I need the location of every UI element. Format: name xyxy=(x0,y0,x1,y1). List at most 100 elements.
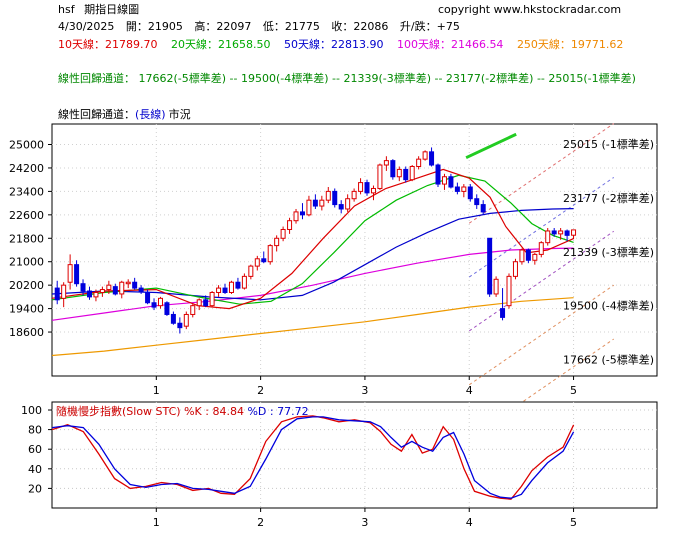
candle-body xyxy=(396,168,402,178)
candle-body xyxy=(125,281,131,285)
price-panel: 18600 19400 20200 21000 21800 22600 23400 24200… xyxy=(9,123,658,440)
candle-body xyxy=(448,176,454,188)
chart-title-row: hsf 期指日線圖 xyxy=(58,3,139,16)
candle-body xyxy=(487,237,493,295)
candle-body xyxy=(377,164,383,189)
price-x-tick-label: 4 xyxy=(466,384,473,397)
candle-body xyxy=(203,299,209,307)
candle-body xyxy=(519,249,525,263)
candle-body xyxy=(545,230,551,244)
candle-body xyxy=(500,308,506,318)
candle-body xyxy=(86,290,92,298)
candle-body xyxy=(287,220,293,230)
open-label: 開：21905 xyxy=(125,20,183,33)
candle-body xyxy=(235,281,241,289)
candle-body xyxy=(306,199,312,216)
candle-body xyxy=(274,237,280,247)
candle-body xyxy=(293,211,299,222)
close-label: 收：22086 xyxy=(331,20,389,33)
ma10-line xyxy=(51,168,574,310)
candle-body xyxy=(390,160,396,178)
candle-body xyxy=(564,230,570,236)
candle-body xyxy=(538,242,544,255)
candle-body xyxy=(370,187,376,194)
slow-d-line xyxy=(51,416,575,499)
candle-body xyxy=(222,287,228,293)
stc-legend: 隨機慢步指數(Slow STC) %K : 84.84 %D : 77.72 xyxy=(56,404,309,418)
candle-body xyxy=(429,151,435,166)
stc-x-tick-label: 5 xyxy=(570,516,577,529)
candle-body xyxy=(525,249,531,261)
channel-label: 25015 (-1標準差) xyxy=(563,137,654,151)
candle-body xyxy=(512,261,518,277)
channel-title-prefix: 線性回歸通道： xyxy=(58,108,135,121)
candle-body xyxy=(493,278,499,295)
channel-label: 23177 (-2標準差) xyxy=(563,191,654,205)
candle-body xyxy=(209,291,215,307)
price-y-tick-label: 23400 xyxy=(9,185,44,198)
candle-body xyxy=(403,168,409,181)
channel-line xyxy=(468,284,615,386)
channel-label: 21339 (-3標準差) xyxy=(563,245,654,259)
candle-body xyxy=(74,264,80,285)
candle-body xyxy=(112,286,118,295)
price-y-tick-label: 21000 xyxy=(9,256,44,269)
candle-body xyxy=(435,164,441,185)
candle-body xyxy=(571,229,577,236)
candle-body xyxy=(99,289,105,293)
candle-body xyxy=(345,198,351,210)
candle-body xyxy=(228,281,234,293)
candle-body xyxy=(151,302,157,308)
stc-x-tick-label: 3 xyxy=(361,516,368,529)
candle-body xyxy=(461,186,467,192)
channel-title-long: (長線) xyxy=(135,108,166,121)
candle-body xyxy=(454,186,460,192)
ma50-line xyxy=(51,208,574,301)
candle-body xyxy=(364,182,370,194)
candle-body xyxy=(422,151,428,160)
stc-panel: 20 40 60 80 100 1 2 3 4 5 隨機慢步指數(Slow STC) %K : 84… xyxy=(21,401,658,529)
candle-body xyxy=(196,299,202,307)
candle-body xyxy=(319,199,325,207)
candle-body xyxy=(119,281,125,295)
candle-body xyxy=(551,230,557,235)
candle-body xyxy=(467,186,473,200)
ma250-line xyxy=(51,297,574,357)
candle-body xyxy=(93,291,99,298)
candle-body xyxy=(67,264,73,283)
channel-line xyxy=(468,338,615,440)
candle-body xyxy=(351,190,357,200)
candle-body xyxy=(441,176,447,185)
price-x-tick-label: 3 xyxy=(361,384,368,397)
candle-body xyxy=(164,302,170,315)
channel-summary: 線性回歸通道： 17662(-5標準差) -- 19500(-4標準差) -- … xyxy=(58,72,636,85)
channel-line xyxy=(468,177,615,278)
stc-x-tick-label: 2 xyxy=(257,516,264,529)
channel-line xyxy=(468,123,615,224)
candle-body xyxy=(480,204,486,213)
candle-body xyxy=(145,291,151,304)
candle-body xyxy=(558,230,564,235)
channel-line xyxy=(468,230,615,332)
ma100-legend: 100天線：21466.54 xyxy=(396,38,504,51)
candle-body xyxy=(506,275,512,307)
candle-body xyxy=(280,228,286,239)
price-y-tick-label: 25000 xyxy=(9,139,44,152)
candle-body xyxy=(157,297,163,307)
ma50-legend: 50天線：22813.90 xyxy=(283,38,384,51)
candle-body xyxy=(54,287,60,301)
chart-title: 期指日線圖 xyxy=(84,3,140,16)
symbol-label: hsf xyxy=(58,3,75,16)
price-x-tick-label: 5 xyxy=(570,384,577,397)
channel-title-suffix: 市況 xyxy=(168,108,191,121)
candle-body xyxy=(170,313,176,324)
price-y-tick-label: 19400 xyxy=(9,303,44,316)
candle-body xyxy=(299,211,305,216)
candle-body xyxy=(325,190,331,201)
ma10-legend: 10天線：21789.70 xyxy=(58,38,158,51)
candle-body xyxy=(332,190,338,206)
stc-y-tick-label: 100 xyxy=(21,404,42,417)
stc-y-tick-label: 20 xyxy=(28,482,42,495)
candle-body xyxy=(241,275,247,289)
